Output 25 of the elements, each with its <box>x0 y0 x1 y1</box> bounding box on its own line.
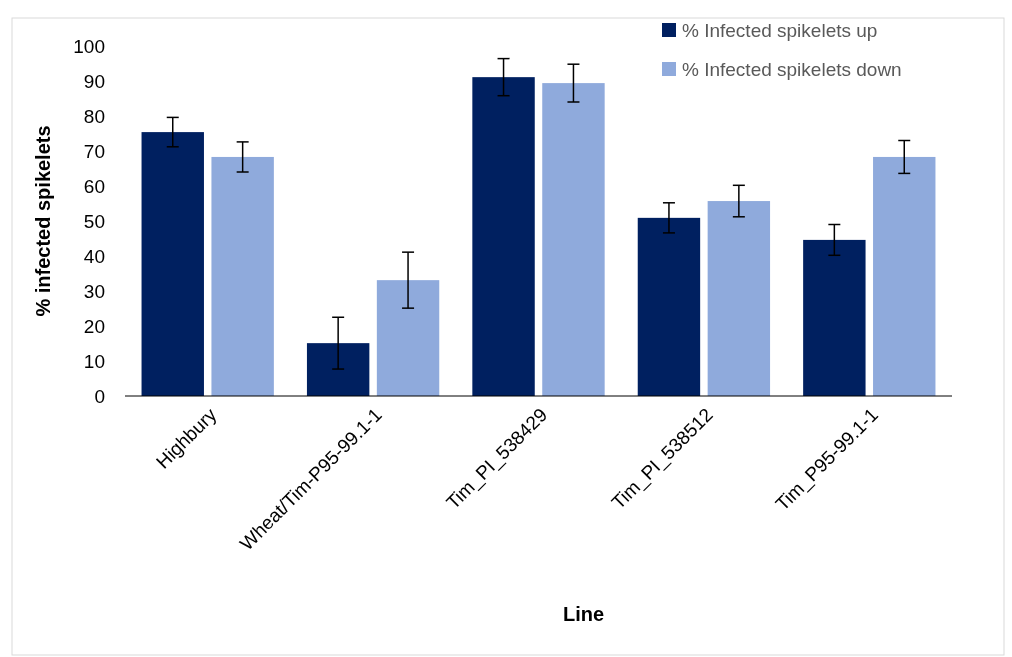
y-tick-label: 50 <box>83 210 105 232</box>
y-axis-title: % infected spikelets <box>32 125 54 317</box>
y-tick-label: 40 <box>83 245 105 267</box>
bar <box>637 217 701 396</box>
bar <box>376 280 440 396</box>
bar <box>873 156 936 396</box>
y-tick-label: 60 <box>83 175 105 197</box>
bar <box>803 239 866 396</box>
bar <box>542 83 605 396</box>
y-tick-label: 0 <box>94 385 105 407</box>
y-tick-label: 80 <box>83 105 105 127</box>
y-tick-label: 30 <box>83 280 105 302</box>
legend-label: % Infected spikelets up <box>682 19 878 41</box>
bar <box>707 201 771 396</box>
y-tick-label: 10 <box>83 350 105 372</box>
bar <box>472 77 535 396</box>
y-tick-label: 90 <box>83 70 105 92</box>
x-axis-title: Line <box>562 603 605 625</box>
y-tick-label: 100 <box>73 35 105 57</box>
legend-label: % Infected spikelets down <box>682 58 902 80</box>
y-tick-label: 20 <box>83 315 105 337</box>
bar <box>141 132 204 396</box>
bar <box>211 156 274 396</box>
y-tick-label: 70 <box>83 140 105 162</box>
bar <box>306 343 370 396</box>
